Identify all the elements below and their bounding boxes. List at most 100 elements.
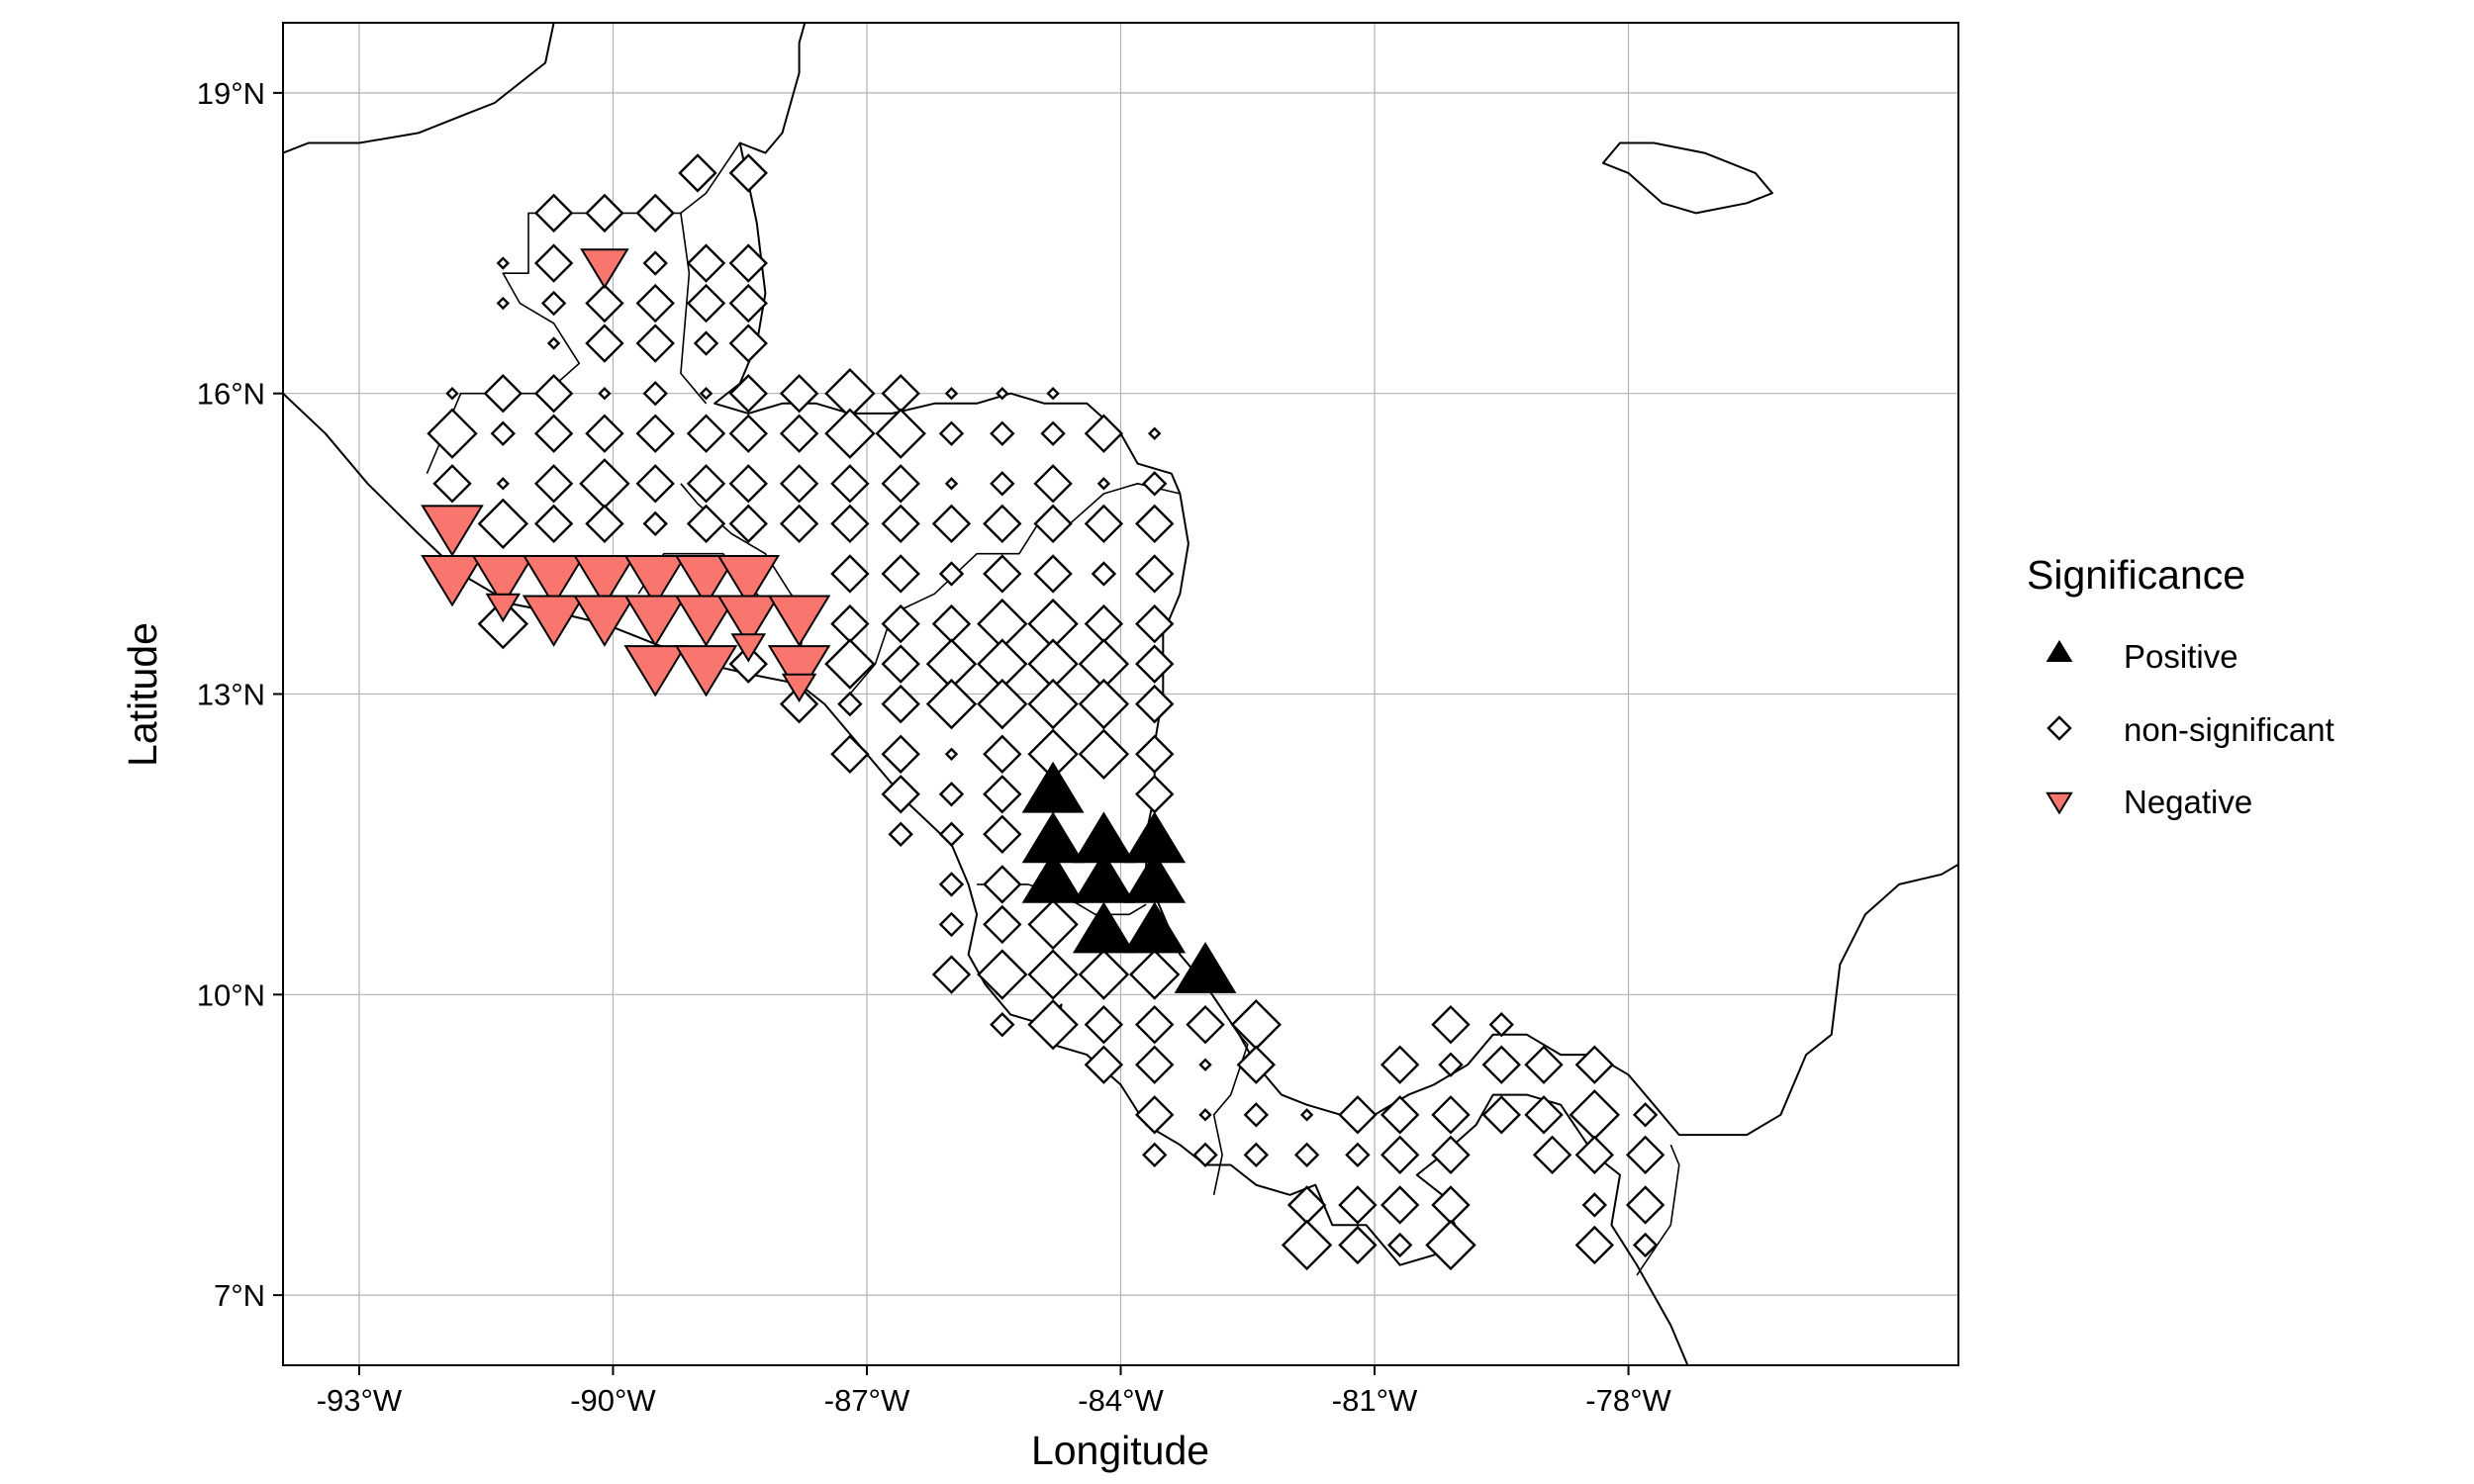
negative-point-3 (471, 554, 535, 607)
ns-point-48 (1148, 426, 1162, 440)
ns-point-79 (881, 554, 920, 594)
legend-label-negative: Negative (2124, 784, 2252, 820)
x-tick-label-0: -93°W (317, 1383, 403, 1418)
ns-point-107 (1027, 678, 1079, 730)
ns-point-125 (983, 865, 1022, 904)
ns-point-49 (432, 464, 472, 504)
negative-point-6 (623, 554, 687, 607)
ns-point-170 (1574, 1135, 1615, 1175)
negative-point-8 (716, 554, 781, 607)
ns-point-87 (881, 603, 920, 644)
ns-point-17 (585, 324, 624, 363)
ns-point-136 (1084, 1004, 1124, 1045)
negative-point-9 (485, 593, 522, 623)
ns-point-70 (779, 504, 819, 544)
ns-point-158 (1481, 1095, 1521, 1135)
ns-point-14 (686, 283, 726, 324)
ns-point-39 (686, 414, 726, 453)
ns-point-78 (830, 554, 870, 594)
y-tick-label-0: 7°N (214, 1278, 265, 1313)
ns-point-83 (1091, 561, 1117, 587)
ns-point-75 (1033, 504, 1073, 544)
ns-point-123 (983, 814, 1022, 854)
ns-point-103 (837, 691, 863, 717)
ns-point-145 (1431, 1004, 1471, 1045)
ns-point-183 (1632, 1232, 1659, 1258)
ns-point-137 (1135, 1004, 1175, 1045)
ns-point-116 (1135, 734, 1175, 774)
axes: -93°W -90°W -87°W -84°W -81°W -78°W 7°N 10°N 13°… (197, 76, 1672, 1418)
ns-point-10 (496, 296, 511, 311)
ns-point-95 (824, 638, 876, 690)
ns-point-71 (830, 504, 870, 544)
ns-point-155 (1338, 1095, 1378, 1135)
ns-point-59 (944, 477, 959, 491)
positive-point-7 (1072, 901, 1135, 954)
y-tick-label-4: 19°N (197, 76, 265, 111)
negative-point-10 (522, 595, 586, 647)
ns-point-68 (686, 504, 726, 544)
x-axis-title: Longitude (1031, 1428, 1209, 1473)
positive-point-4 (1021, 851, 1085, 903)
ns-point-24 (483, 373, 523, 414)
ns-point-53 (635, 464, 675, 504)
y-axis-title: Latitude (120, 622, 165, 767)
ns-point-47 (1084, 414, 1124, 453)
ns-point-157 (1431, 1095, 1471, 1135)
ns-point-102 (779, 684, 819, 724)
ns-point-108 (1078, 678, 1130, 730)
ns-point-113 (983, 734, 1022, 774)
ns-point-81 (983, 554, 1022, 594)
ns-point-169 (1532, 1135, 1572, 1175)
ns-point-82 (1033, 554, 1073, 594)
negative-point-13 (674, 595, 738, 647)
ns-point-31 (944, 386, 959, 401)
ns-point-130 (977, 949, 1028, 1000)
ns-point-32 (996, 386, 1009, 401)
ns-point-129 (931, 955, 972, 994)
ns-point-105 (925, 678, 978, 730)
ns-point-74 (983, 504, 1022, 544)
ns-point-28 (779, 373, 819, 414)
ns-point-33 (1046, 386, 1060, 401)
ns-point-54 (686, 464, 726, 504)
negative-point-7 (674, 554, 738, 607)
ns-point-156 (1380, 1095, 1420, 1135)
ns-point-167 (1380, 1135, 1420, 1175)
ns-point-37 (585, 414, 624, 453)
ns-point-7 (642, 250, 668, 276)
negative-point-4 (522, 554, 586, 607)
ns-point-143 (1236, 1045, 1277, 1084)
ns-point-61 (1033, 464, 1073, 504)
ns-point-148 (1574, 1045, 1615, 1084)
ns-point-6 (533, 243, 574, 283)
ns-point-141 (1135, 1045, 1175, 1084)
ns-point-72 (881, 504, 920, 544)
ns-point-46 (1040, 420, 1066, 446)
ns-point-20 (728, 324, 768, 363)
ns-point-41 (779, 414, 819, 453)
positive-point-8 (1123, 901, 1187, 954)
ns-point-152 (1198, 1108, 1212, 1122)
ns-point-18 (635, 324, 675, 363)
ns-point-19 (693, 330, 719, 356)
ns-point-5 (728, 153, 768, 193)
ns-point-164 (1243, 1142, 1270, 1168)
negative-point-1 (421, 505, 484, 557)
x-tick-label-4: -81°W (1332, 1383, 1418, 1418)
ns-point-161 (1632, 1102, 1659, 1128)
coastline-2 (1601, 141, 1773, 215)
negative-point-19 (767, 645, 831, 697)
ns-point-181 (1425, 1219, 1476, 1271)
ns-point-110 (830, 734, 870, 774)
ns-point-138 (1186, 1004, 1225, 1045)
legend-keys (2046, 639, 2073, 815)
ns-point-35 (490, 420, 517, 446)
ns-point-13 (635, 283, 675, 324)
ns-point-142 (1198, 1058, 1212, 1071)
ns-point-40 (728, 414, 768, 453)
x-tick-label-1: -90°W (570, 1383, 656, 1418)
negative-point-15 (767, 595, 831, 647)
ns-point-146 (1488, 1011, 1514, 1038)
ns-point-12 (585, 283, 624, 324)
